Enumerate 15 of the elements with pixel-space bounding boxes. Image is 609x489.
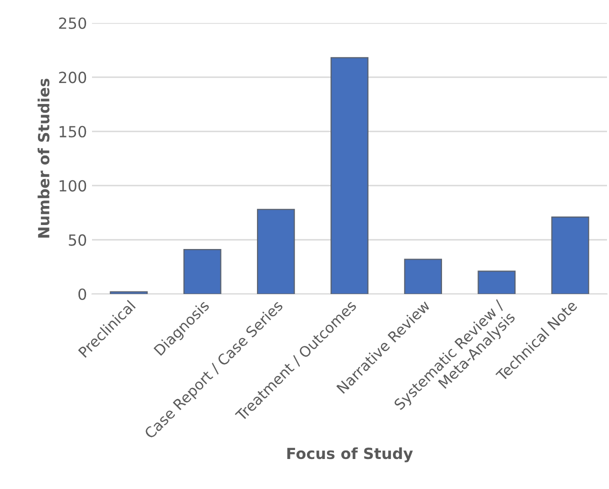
x-axis-title: Focus of Study: [287, 447, 413, 462]
bar: [330, 57, 368, 294]
bar: [110, 291, 148, 294]
y-tick-label: 200: [59, 72, 86, 84]
bar: [404, 258, 442, 294]
y-tick-label: 0: [78, 288, 86, 300]
y-tick-label: 100: [60, 180, 86, 192]
y-tick-label: 50: [68, 234, 86, 246]
bar: [256, 208, 295, 294]
y-tick-label: 150: [60, 126, 86, 138]
bar: [551, 216, 590, 294]
bar: [478, 270, 516, 294]
bar: [183, 249, 222, 294]
y-axis-title: Number of Studies: [38, 78, 50, 238]
y-tick-label: 250: [59, 17, 86, 30]
